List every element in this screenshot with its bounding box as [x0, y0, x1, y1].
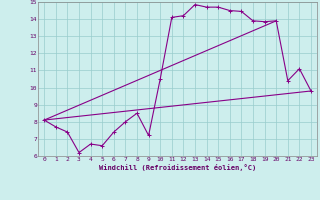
X-axis label: Windchill (Refroidissement éolien,°C): Windchill (Refroidissement éolien,°C) — [99, 164, 256, 171]
